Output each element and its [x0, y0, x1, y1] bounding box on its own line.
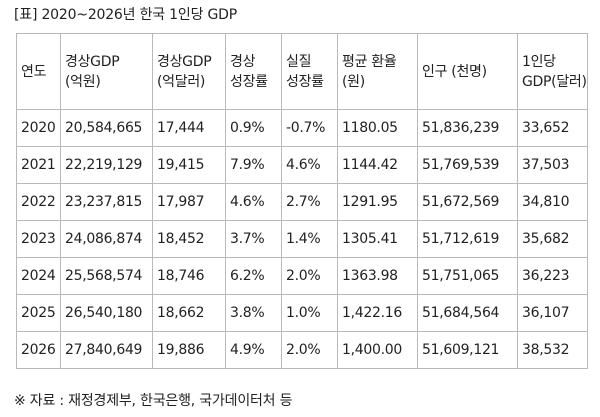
- table-title: [표] 2020~2026년 한국 1인당 GDP: [14, 7, 237, 23]
- cell-nominal-gdp-krw: 24,086,874: [60, 220, 153, 258]
- cell-nominal-growth: 7.9%: [225, 146, 282, 184]
- cell-nominal-gdp-usd: 18,746: [152, 257, 226, 295]
- cell-year: 2025: [16, 294, 61, 332]
- cell-population: 51,609,121: [417, 331, 518, 369]
- cell-nominal-gdp-usd: 17,444: [152, 109, 226, 147]
- header-year: 연도: [16, 33, 61, 110]
- cell-exchange-rate: 1,422.16: [337, 294, 418, 332]
- cell-year: 2020: [16, 109, 61, 147]
- table-row: 2022 23,237,815 17,987 4.6% 2.7% 1291.95…: [16, 183, 588, 221]
- cell-real-growth: 2.7%: [281, 183, 338, 221]
- cell-exchange-rate: 1,400.00: [337, 331, 418, 369]
- cell-population: 51,672,569: [417, 183, 518, 221]
- cell-year: 2022: [16, 183, 61, 221]
- cell-real-growth: 1.0%: [281, 294, 338, 332]
- cell-nominal-gdp-usd: 18,452: [152, 220, 226, 258]
- table-row: 2025 26,540,180 18,662 3.8% 1.0% 1,422.1…: [16, 294, 588, 332]
- source-note: ※ 자료 : 재정경제부, 한국은행, 국가데이터처 등: [14, 393, 293, 409]
- cell-gdp-per-capita: 37,503: [517, 146, 588, 184]
- cell-year: 2026: [16, 331, 61, 369]
- cell-real-growth: 4.6%: [281, 146, 338, 184]
- cell-year: 2024: [16, 257, 61, 295]
- cell-nominal-growth: 4.9%: [225, 331, 282, 369]
- header-exchange-rate: 평균 환율(원): [337, 33, 418, 110]
- cell-exchange-rate: 1180.05: [337, 109, 418, 147]
- cell-nominal-gdp-krw: 25,568,574: [60, 257, 153, 295]
- cell-nominal-growth: 0.9%: [225, 109, 282, 147]
- table-row: 2020 20,584,665 17,444 0.9% -0.7% 1180.0…: [16, 109, 588, 147]
- cell-nominal-gdp-krw: 26,540,180: [60, 294, 153, 332]
- cell-population: 51,769,539: [417, 146, 518, 184]
- table-row: 2023 24,086,874 18,452 3.7% 1.4% 1305.41…: [16, 220, 588, 258]
- cell-exchange-rate: 1305.41: [337, 220, 418, 258]
- header-gdp-per-capita: 1인당 GDP(달러): [517, 33, 588, 110]
- cell-exchange-rate: 1144.42: [337, 146, 418, 184]
- header-nominal-gdp-usd: 경상GDP (억달러): [152, 33, 226, 110]
- cell-nominal-gdp-krw: 23,237,815: [60, 183, 153, 221]
- cell-nominal-gdp-usd: 19,886: [152, 331, 226, 369]
- cell-year: 2023: [16, 220, 61, 258]
- header-row: 연도 경상GDP (억원) 경상GDP (억달러) 경상 성장률 실질 성장률 …: [16, 33, 588, 110]
- cell-nominal-growth: 3.8%: [225, 294, 282, 332]
- table-row: 2021 22,219,129 19,415 7.9% 4.6% 1144.42…: [16, 146, 588, 184]
- cell-nominal-growth: 4.6%: [225, 183, 282, 221]
- cell-nominal-gdp-krw: 22,219,129: [60, 146, 153, 184]
- cell-nominal-gdp-krw: 27,840,649: [60, 331, 153, 369]
- cell-population: 51,684,564: [417, 294, 518, 332]
- cell-nominal-growth: 6.2%: [225, 257, 282, 295]
- cell-gdp-per-capita: 36,107: [517, 294, 588, 332]
- cell-real-growth: -0.7%: [281, 109, 338, 147]
- header-population: 인구 (천명): [417, 33, 518, 110]
- header-nominal-growth: 경상 성장률: [225, 33, 282, 110]
- cell-gdp-per-capita: 38,532: [517, 331, 588, 369]
- cell-real-growth: 2.0%: [281, 331, 338, 369]
- cell-exchange-rate: 1363.98: [337, 257, 418, 295]
- cell-nominal-gdp-usd: 17,987: [152, 183, 226, 221]
- table-row: 2024 25,568,574 18,746 6.2% 2.0% 1363.98…: [16, 257, 588, 295]
- cell-gdp-per-capita: 34,810: [517, 183, 588, 221]
- cell-population: 51,712,619: [417, 220, 518, 258]
- header-real-growth: 실질 성장률: [281, 33, 338, 110]
- cell-nominal-gdp-usd: 18,662: [152, 294, 226, 332]
- cell-real-growth: 2.0%: [281, 257, 338, 295]
- cell-population: 51,751,065: [417, 257, 518, 295]
- cell-nominal-growth: 3.7%: [225, 220, 282, 258]
- cell-exchange-rate: 1291.95: [337, 183, 418, 221]
- cell-nominal-gdp-krw: 20,584,665: [60, 109, 153, 147]
- cell-year: 2021: [16, 146, 61, 184]
- cell-gdp-per-capita: 36,223: [517, 257, 588, 295]
- cell-gdp-per-capita: 35,682: [517, 220, 588, 258]
- gdp-table: 연도 경상GDP (억원) 경상GDP (억달러) 경상 성장률 실질 성장률 …: [16, 33, 588, 369]
- cell-nominal-gdp-usd: 19,415: [152, 146, 226, 184]
- table-row: 2026 27,840,649 19,886 4.9% 2.0% 1,400.0…: [16, 331, 588, 369]
- header-nominal-gdp-krw: 경상GDP (억원): [60, 33, 153, 110]
- cell-population: 51,836,239: [417, 109, 518, 147]
- cell-real-growth: 1.4%: [281, 220, 338, 258]
- cell-gdp-per-capita: 33,652: [517, 109, 588, 147]
